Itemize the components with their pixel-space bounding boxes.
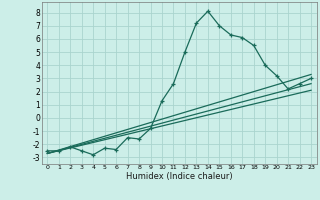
X-axis label: Humidex (Indice chaleur): Humidex (Indice chaleur) <box>126 172 233 181</box>
